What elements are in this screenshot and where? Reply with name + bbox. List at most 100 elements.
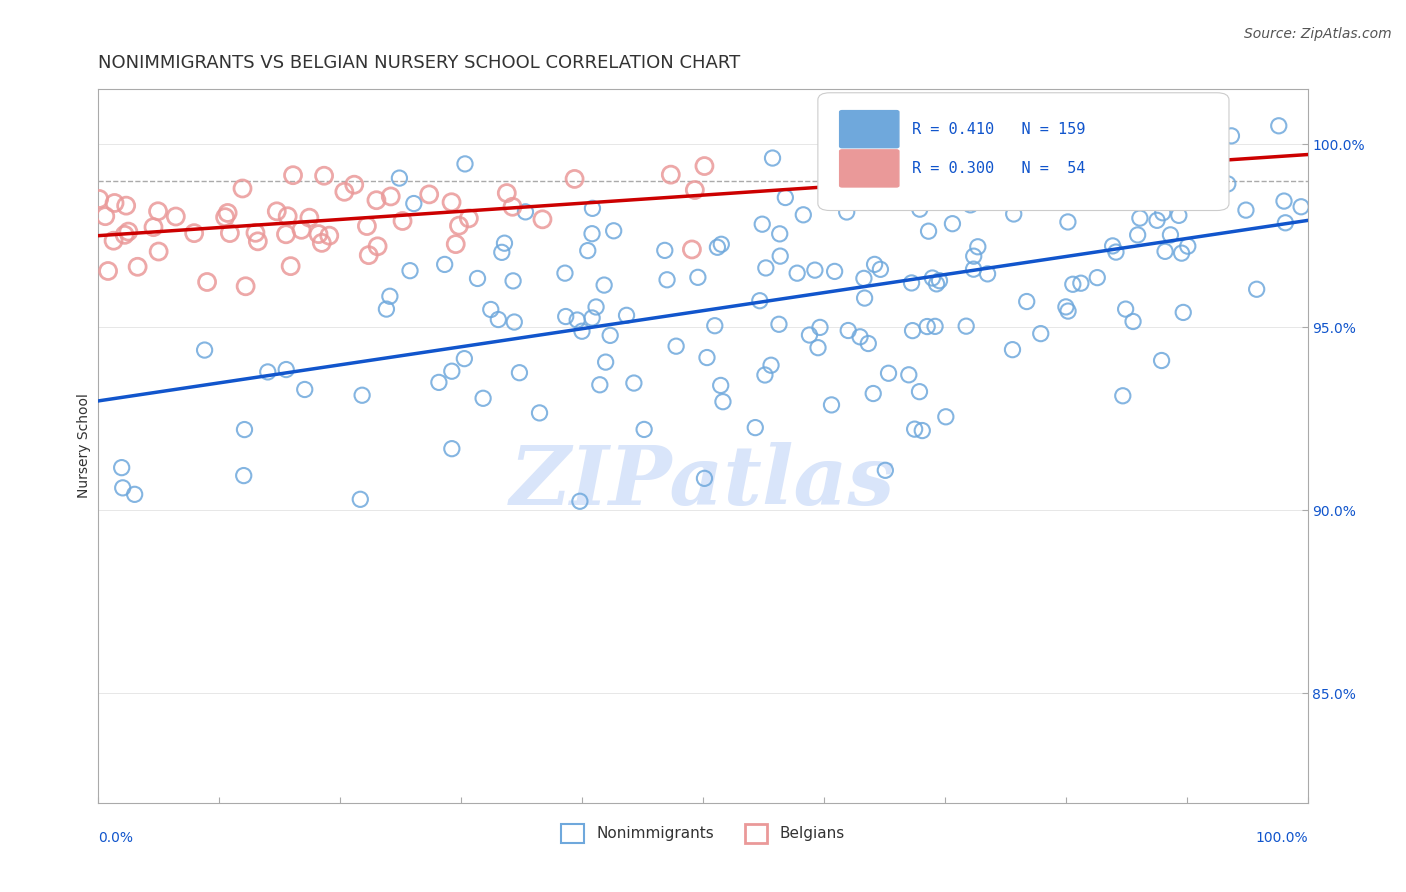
Point [1126, 227, 1149, 242]
Point [959, 198, 981, 212]
Point [1122, 314, 1144, 328]
Point [976, 267, 998, 281]
Point [380, 189, 402, 203]
Point [246, 235, 269, 249]
Point [818, 148, 841, 162]
Point [901, 324, 924, 338]
Point [835, 205, 858, 219]
Point [962, 262, 984, 277]
Point [427, 376, 450, 390]
Y-axis label: Nursery School: Nursery School [77, 393, 91, 499]
Point [124, 487, 146, 501]
Point [1088, 152, 1111, 166]
Point [1246, 282, 1268, 296]
Point [837, 324, 859, 338]
Point [195, 275, 218, 289]
Point [1187, 166, 1209, 180]
Point [352, 388, 374, 402]
Point [1029, 326, 1052, 341]
Text: NONIMMIGRANTS VS BELGIAN NURSERY SCHOOL CORRELATION CHART: NONIMMIGRANTS VS BELGIAN NURSERY SCHOOL … [98, 54, 741, 72]
Point [711, 394, 734, 409]
Point [581, 310, 603, 325]
Point [654, 244, 676, 258]
Point [281, 168, 304, 182]
Point [1054, 300, 1077, 314]
Point [877, 366, 900, 380]
Point [1121, 174, 1143, 188]
Point [472, 392, 495, 406]
Text: R = 0.410   N = 159: R = 0.410 N = 159 [912, 121, 1085, 136]
Point [595, 355, 617, 369]
Point [623, 376, 645, 390]
Point [148, 244, 170, 259]
Point [388, 171, 411, 186]
Point [748, 293, 770, 308]
Point [103, 196, 125, 211]
Point [567, 313, 589, 327]
FancyBboxPatch shape [839, 111, 898, 148]
Point [616, 309, 638, 323]
Point [955, 319, 977, 334]
Point [875, 463, 897, 477]
Point [111, 481, 134, 495]
Text: R = 0.300   N =  54: R = 0.300 N = 54 [912, 161, 1085, 176]
Point [318, 228, 340, 243]
Point [1129, 211, 1152, 225]
Point [294, 383, 316, 397]
Point [659, 168, 682, 182]
Point [232, 468, 254, 483]
Point [710, 378, 733, 392]
Point [1070, 276, 1092, 290]
Point [804, 263, 827, 277]
Point [554, 266, 576, 280]
Point [852, 271, 875, 285]
Point [863, 257, 886, 271]
Point [681, 243, 703, 257]
Point [897, 368, 920, 382]
Point [935, 409, 957, 424]
Point [457, 211, 479, 226]
Point [633, 422, 655, 436]
Point [775, 190, 797, 204]
Point [274, 227, 297, 242]
Point [1216, 177, 1239, 191]
Point [127, 260, 149, 274]
Point [343, 178, 366, 192]
Point [1099, 190, 1122, 204]
Point [440, 442, 463, 456]
Point [314, 169, 336, 183]
Point [1272, 194, 1295, 208]
Point [1115, 302, 1137, 317]
Point [984, 178, 1007, 192]
Text: Source: ZipAtlas.com: Source: ZipAtlas.com [1244, 27, 1392, 41]
Text: ZIPatlas: ZIPatlas [510, 442, 896, 522]
Point [433, 257, 456, 271]
Point [921, 271, 943, 285]
Point [792, 208, 814, 222]
Point [479, 302, 502, 317]
Point [333, 185, 356, 199]
Point [1201, 138, 1223, 153]
FancyBboxPatch shape [818, 93, 1229, 211]
Point [1159, 227, 1181, 242]
Point [924, 319, 946, 334]
Point [1177, 239, 1199, 253]
Point [900, 276, 922, 290]
Point [928, 274, 950, 288]
Point [665, 339, 688, 353]
Point [786, 266, 808, 280]
Point [298, 211, 321, 225]
Point [1154, 244, 1177, 259]
Text: 0.0%: 0.0% [98, 831, 134, 846]
Point [751, 217, 773, 231]
Point [453, 351, 475, 366]
Point [1062, 277, 1084, 292]
Point [589, 377, 612, 392]
Point [218, 226, 240, 240]
Point [280, 259, 302, 273]
Legend: Nonimmigrants, Belgians: Nonimmigrants, Belgians [555, 818, 851, 848]
Point [111, 460, 134, 475]
Point [858, 336, 880, 351]
Point [1040, 195, 1063, 210]
Point [1150, 353, 1173, 368]
